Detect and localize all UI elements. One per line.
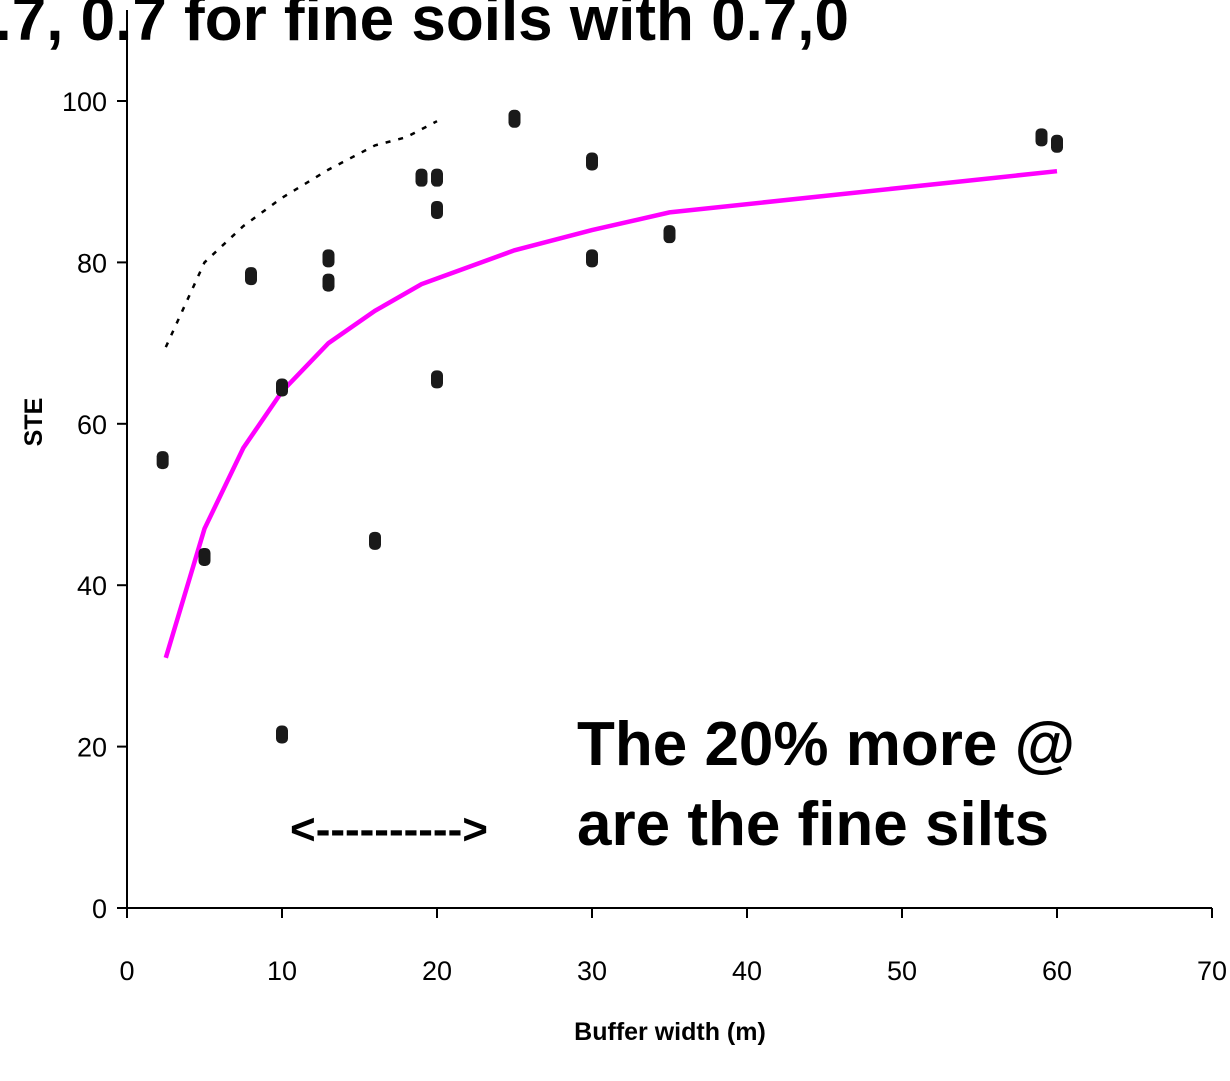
- annotation-line-1: The 20% more @: [577, 710, 1075, 779]
- x-tick-label: 60: [1042, 956, 1072, 986]
- data-point: [415, 168, 428, 187]
- y-tick-label: 80: [77, 248, 107, 278]
- x-tick-label: 70: [1197, 956, 1227, 986]
- upper-dotted-line: [164, 120, 438, 348]
- annotation-line-2: are the fine silts: [577, 790, 1049, 859]
- y-axis-title: STE: [20, 398, 48, 447]
- data-point: [431, 168, 443, 187]
- x-ticks: 0 10 20 30 40 50 60 70: [119, 908, 1227, 986]
- x-tick-label: 10: [267, 956, 297, 986]
- data-point: [322, 273, 335, 292]
- data-point: [586, 249, 598, 268]
- y-tick-label: 40: [77, 571, 107, 601]
- data-point: [276, 378, 288, 397]
- data-point: [1051, 134, 1063, 153]
- x-tick-label: 30: [577, 956, 607, 986]
- fit-line: [163, 168, 1058, 659]
- data-point: [586, 152, 598, 171]
- data-point: [431, 200, 443, 219]
- y-tick-label: 100: [62, 87, 107, 117]
- x-tick-label: 0: [119, 956, 134, 986]
- scatter-points: [156, 109, 1063, 744]
- y-tick-label: 0: [92, 894, 107, 924]
- axes: [126, 10, 1212, 909]
- x-axis-title: Buffer width (m): [574, 1018, 766, 1046]
- data-point: [508, 109, 521, 128]
- y-tick-label: 60: [77, 410, 107, 440]
- data-point: [369, 531, 381, 550]
- data-point: [1035, 128, 1048, 147]
- y-tick-label: 20: [77, 733, 107, 763]
- data-point: [245, 267, 257, 286]
- data-point: [198, 547, 211, 566]
- x-tick-label: 40: [732, 956, 762, 986]
- arrow-annotation: <---------->: [290, 805, 488, 854]
- y-ticks: 0 20 40 60 80 100: [62, 87, 127, 924]
- x-tick-label: 50: [887, 956, 917, 986]
- data-point: [431, 370, 443, 389]
- top-partial-text: 0.7, 0.7 for fine soils with 0.7,0: [0, 0, 849, 54]
- data-point: [156, 451, 169, 470]
- data-point: [322, 249, 335, 268]
- data-point: [663, 225, 676, 244]
- x-tick-label: 20: [422, 956, 452, 986]
- data-point: [276, 725, 288, 744]
